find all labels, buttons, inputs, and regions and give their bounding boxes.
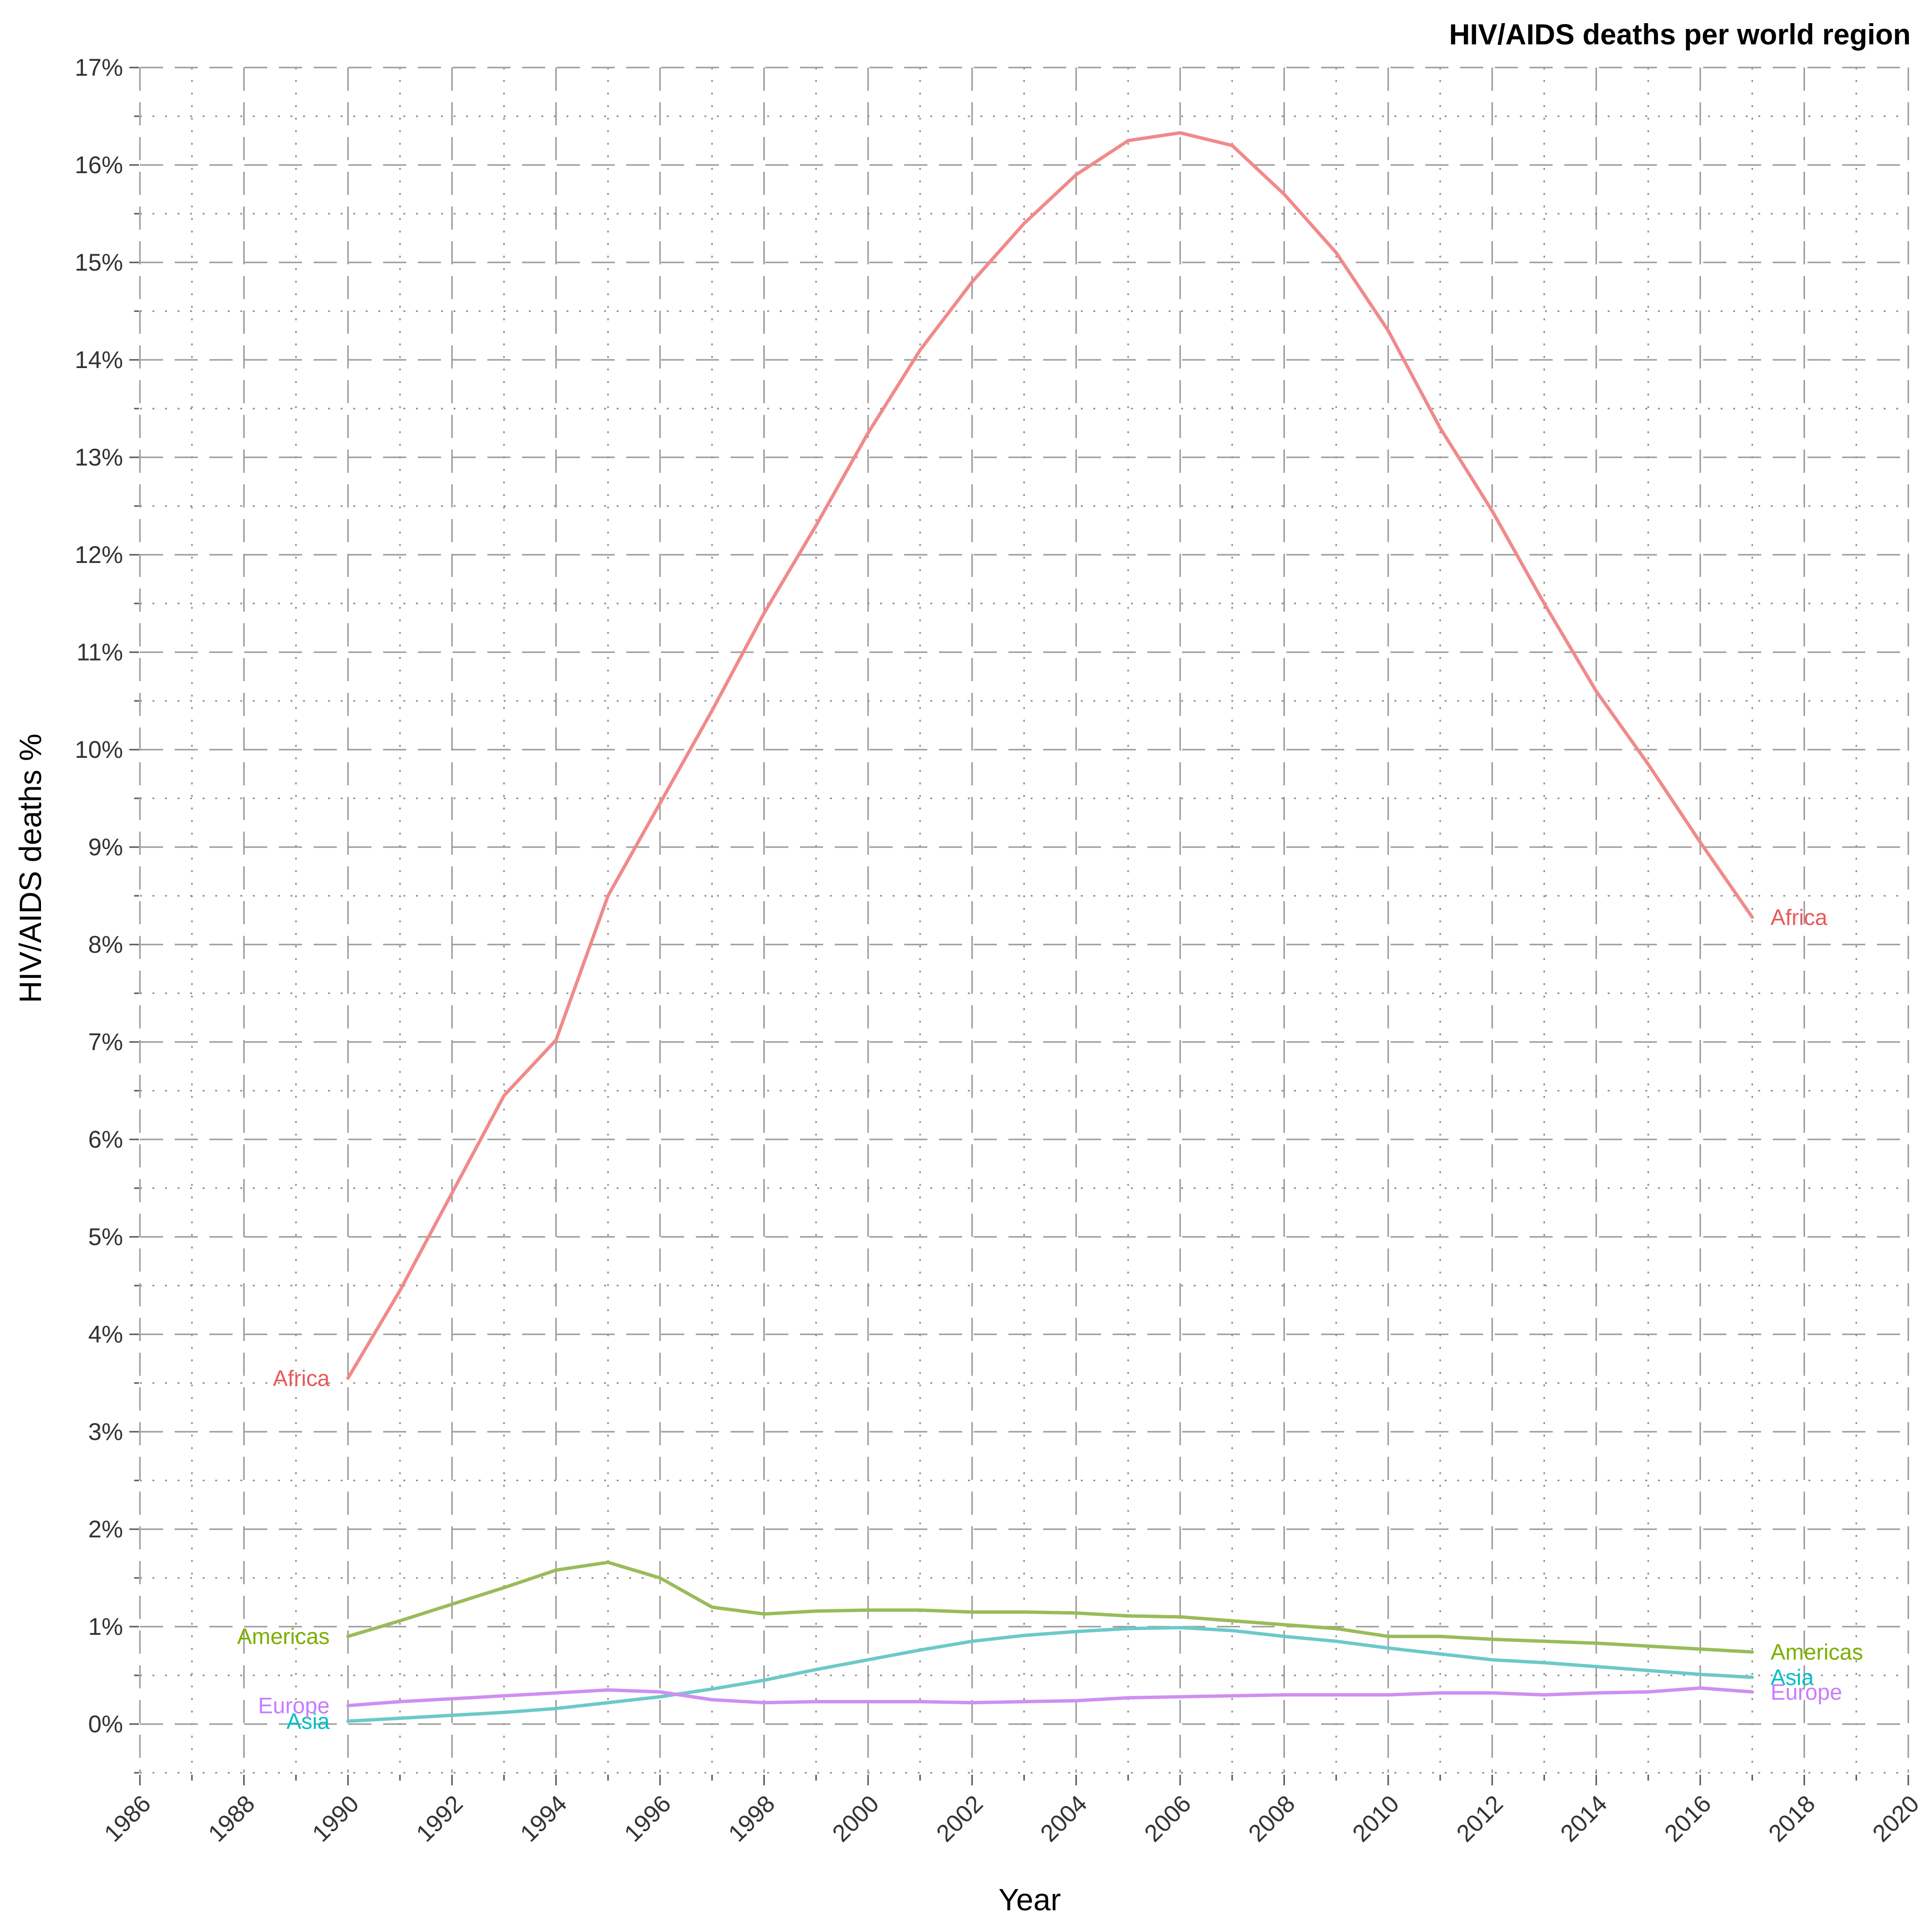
y-tick-label: 17%	[75, 54, 123, 81]
y-tick-label: 4%	[88, 1321, 123, 1348]
series-label-start-europe: Europe	[258, 1693, 330, 1718]
x-tick-label: 2002	[931, 1790, 988, 1847]
series-label-end-americas: Americas	[1771, 1640, 1863, 1665]
x-tick-label: 1990	[307, 1790, 364, 1847]
x-tick-label: 1992	[411, 1790, 468, 1847]
chart-title: HIV/AIDS deaths per world region	[1449, 18, 1911, 51]
y-tick-label: 7%	[88, 1028, 123, 1055]
y-axis-title: HIV/AIDS deaths %	[13, 734, 48, 1003]
series-label-start-asia: Asia	[287, 1709, 330, 1734]
x-tick-label: 2000	[827, 1790, 884, 1847]
x-tick-label: 2012	[1451, 1790, 1508, 1847]
series-labels: AfricaAfricaAmericasAmericasAsiaAsiaEuro…	[237, 904, 1863, 1734]
y-tick-label: 15%	[75, 249, 123, 276]
x-tick-label: 2018	[1763, 1790, 1820, 1847]
y-tick-label: 0%	[88, 1711, 123, 1738]
y-tick-label: 13%	[75, 444, 123, 471]
y-tick-label: 9%	[88, 834, 123, 861]
grid	[139, 67, 1909, 1774]
x-tick-label: 1986	[99, 1790, 156, 1847]
series-label-end-africa: Africa	[1771, 904, 1828, 930]
y-tick-label: 8%	[88, 931, 123, 958]
series-line-africa	[346, 131, 1754, 1380]
x-tick-label: 1988	[203, 1790, 260, 1847]
y-tick-label: 3%	[88, 1418, 123, 1445]
y-tick-label: 16%	[75, 151, 123, 178]
y-tick-label: 12%	[75, 541, 123, 568]
series-label-start-americas: Americas	[237, 1624, 330, 1649]
series-lines	[346, 131, 1754, 1723]
x-tick-label: 2010	[1347, 1790, 1404, 1847]
x-tick-label: 1996	[619, 1790, 676, 1847]
x-tick-label: 2016	[1659, 1790, 1716, 1847]
x-tick-label: 1994	[515, 1790, 572, 1847]
x-tick-label: 2014	[1555, 1790, 1612, 1847]
series-line-asia	[346, 1626, 1754, 1723]
series-line-americas	[346, 1561, 1754, 1654]
series-line-europe	[346, 1686, 1754, 1708]
x-tick-label: 2006	[1139, 1790, 1196, 1847]
series-label-end-europe: Europe	[1771, 1679, 1842, 1704]
y-tick-label: 11%	[77, 639, 123, 666]
x-tick-label: 2004	[1035, 1790, 1092, 1847]
y-tick-label: 1%	[88, 1613, 123, 1640]
y-tick-label: 14%	[75, 346, 123, 373]
y-tick-label: 2%	[88, 1516, 123, 1543]
y-tick-label: 6%	[88, 1126, 123, 1153]
x-tick-label: 1998	[723, 1790, 780, 1847]
y-tick-label: 10%	[75, 736, 123, 763]
x-axis-title: Year	[998, 1882, 1061, 1917]
x-tick-label: 2020	[1867, 1790, 1924, 1847]
y-tick-label: 5%	[88, 1223, 123, 1250]
series-label-end-asia: Asia	[1771, 1665, 1814, 1690]
series-label-start-africa: Africa	[273, 1366, 330, 1391]
x-tick-label: 2008	[1243, 1790, 1300, 1847]
